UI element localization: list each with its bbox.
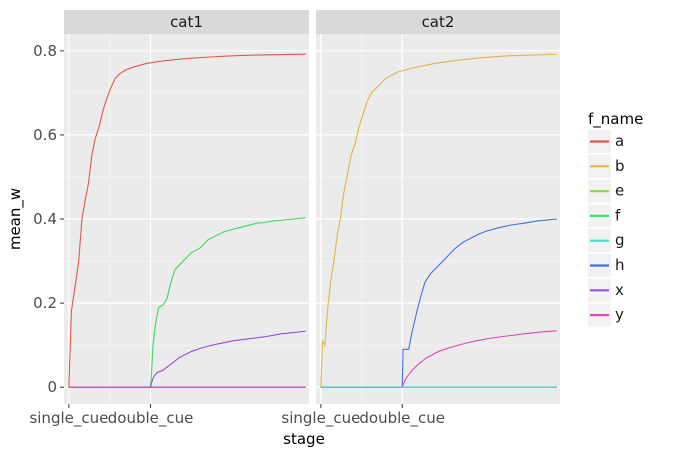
series-line-x [68, 330, 306, 388]
x-tick-label: single_cue [281, 409, 360, 428]
legend-item-e: e [588, 179, 624, 203]
x-tick-label: single_cue [29, 409, 108, 428]
series-line-a [68, 53, 306, 388]
panel-title: cat2 [422, 13, 455, 31]
x-tick-label: double_cue [108, 409, 194, 428]
legend-item-a: a [588, 130, 624, 153]
legend-item-h: h [588, 254, 625, 277]
series-line-h [320, 218, 557, 388]
panel-strip [316, 10, 560, 34]
legend-item-x: x [588, 278, 624, 302]
y-axis: 0 0.2 0.4 0.6 0.8 [33, 42, 64, 396]
series-line-f [68, 217, 306, 388]
y-tick-label: 0.8 [33, 42, 57, 60]
legend-label: g [615, 231, 625, 249]
legend-item-b: b [588, 154, 625, 178]
series-line-b [320, 53, 557, 388]
panel-cat1: cat1 [64, 10, 309, 404]
series-line-y [320, 330, 557, 388]
y-tick-label: 0.4 [33, 210, 57, 228]
y-tick-label: 0.2 [33, 294, 57, 312]
x-axis: single_cue double_cue single_cue double_cue [29, 404, 445, 428]
legend-item-f: f [588, 204, 621, 228]
legend-item-y: y [588, 303, 624, 327]
legend-label: a [615, 132, 624, 150]
legend-label: y [615, 306, 624, 324]
legend-label: b [615, 157, 625, 175]
legend-label: x [615, 281, 624, 299]
legend-label: h [615, 256, 625, 274]
panel-strip [64, 10, 309, 34]
legend-label: e [615, 182, 624, 200]
y-axis-label: mean_w [6, 188, 25, 250]
x-tick-label: double_cue [359, 409, 445, 428]
y-tick-label: 0.6 [33, 126, 57, 144]
legend-label: f [615, 206, 621, 224]
y-tick-label: 0 [47, 378, 57, 396]
panel-cat2: cat2 [316, 10, 560, 404]
panel-title: cat1 [170, 13, 203, 31]
legend-item-g: g [588, 229, 625, 253]
panels: cat1 cat2 [64, 10, 560, 404]
legend-title: f_name [588, 110, 643, 129]
x-axis-label: stage [283, 430, 325, 448]
